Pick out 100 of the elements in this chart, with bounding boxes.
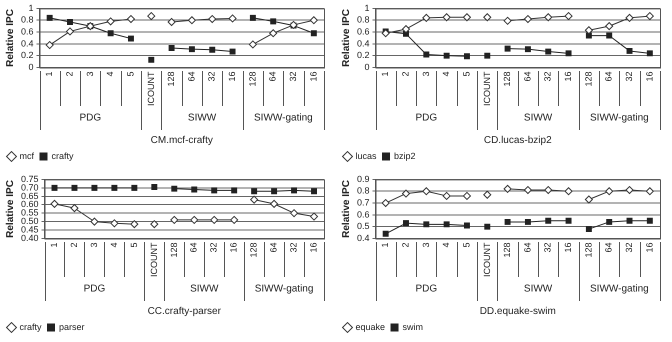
point <box>310 16 318 24</box>
x-tick-label: 128 <box>502 72 512 87</box>
x-tick-label: 128 <box>583 242 594 258</box>
x-tick-label: 16 <box>563 242 574 253</box>
point <box>66 27 74 36</box>
text: SIWW <box>188 112 217 124</box>
x-tick-label: 4 <box>105 72 116 77</box>
x-axis-title: CM.mcf-crafty <box>150 134 213 146</box>
point <box>605 187 614 196</box>
x-tick-label: 64 <box>522 72 532 82</box>
y-tick-label: 0.7 <box>356 198 370 208</box>
point <box>168 45 175 51</box>
x-tick-label: 64 <box>268 242 279 253</box>
x-tick-label: 4 <box>441 72 452 77</box>
point <box>291 187 298 194</box>
point <box>564 187 573 196</box>
x-tick-label: 16 <box>308 72 318 82</box>
point <box>111 184 118 191</box>
point <box>46 14 53 21</box>
y-tick-label: 0.40 <box>20 232 39 243</box>
point <box>402 190 410 198</box>
point <box>106 17 115 26</box>
y-tick-label: 0.6 <box>20 26 34 37</box>
x-tick-label: ICOUNT <box>482 242 492 278</box>
point <box>444 52 450 59</box>
text: SIWW-gating <box>590 283 649 294</box>
text: PDG <box>415 283 438 294</box>
x-tick-label: 32 <box>624 72 634 82</box>
y-tick-label: 0.4 <box>20 38 34 48</box>
x-tick-label: 3 <box>88 242 99 248</box>
legend-label: crafty <box>52 150 74 161</box>
x-tick-label: 1 <box>48 242 59 248</box>
point <box>462 13 471 22</box>
point <box>310 30 317 36</box>
y-tick-label: 1 <box>364 2 370 13</box>
point <box>168 18 176 26</box>
point <box>250 196 258 204</box>
y-axis-title: Relative IPC <box>340 180 352 238</box>
x-tick-label: 3 <box>420 72 431 77</box>
point <box>564 12 573 20</box>
point <box>130 220 138 228</box>
x-tick-label: 32 <box>542 72 553 82</box>
y-axis-title: Relative IPC <box>4 180 16 238</box>
point <box>606 32 612 39</box>
point <box>584 195 593 204</box>
y-tick-label: 0.8 <box>356 14 370 25</box>
y-tick-label: 0.2 <box>356 50 370 60</box>
point <box>423 221 430 228</box>
point <box>126 15 135 24</box>
y-tick-label: 0 <box>364 62 370 72</box>
y-tick-label: 0.6 <box>356 26 370 37</box>
point <box>626 218 632 224</box>
point <box>464 53 470 60</box>
x-tick-label: ICOUNT <box>482 71 492 106</box>
point <box>646 50 653 56</box>
text: SIWW <box>524 112 553 124</box>
legend-label: bzip2 <box>394 150 416 161</box>
point <box>586 226 592 232</box>
point <box>422 14 430 22</box>
point <box>271 188 278 194</box>
y-tick-label: 0.45 <box>20 224 39 235</box>
x-tick-label: 1 <box>380 72 390 77</box>
point <box>544 186 552 194</box>
x-tick-label: 2 <box>68 242 79 248</box>
point <box>464 222 470 228</box>
point <box>442 192 451 200</box>
y-tick-label: 0.5 <box>356 221 370 232</box>
text: SIWW-gating <box>590 112 649 124</box>
point <box>90 218 98 226</box>
point <box>422 187 430 196</box>
x-tick-label: 3 <box>84 72 95 77</box>
text: SIWW <box>190 283 219 294</box>
point <box>108 30 114 36</box>
point <box>170 216 178 224</box>
point <box>231 187 238 194</box>
point <box>524 46 531 52</box>
x-tick-label: 128 <box>166 72 176 87</box>
point <box>504 16 512 25</box>
point <box>290 209 298 218</box>
x-tick-label: 32 <box>206 72 217 82</box>
legend-label: crafty <box>20 322 42 332</box>
point <box>208 15 216 24</box>
point <box>70 204 78 212</box>
point <box>250 14 256 21</box>
x-tick-label: 2 <box>400 72 410 77</box>
point <box>442 13 451 22</box>
x-tick-label: 64 <box>604 72 614 82</box>
legend-label: lucas <box>356 150 378 161</box>
point <box>191 186 198 193</box>
point <box>128 36 134 42</box>
point <box>626 14 634 22</box>
point <box>188 16 196 24</box>
x-tick-label: 32 <box>288 72 298 82</box>
x-tick-label: 16 <box>644 72 654 82</box>
x-tick-label: 32 <box>288 242 299 253</box>
y-tick-label: 0.6 <box>356 209 370 220</box>
legend-label: swim <box>402 322 424 332</box>
point <box>524 186 532 194</box>
text: SIWW-gating <box>254 112 313 124</box>
point <box>382 230 389 237</box>
